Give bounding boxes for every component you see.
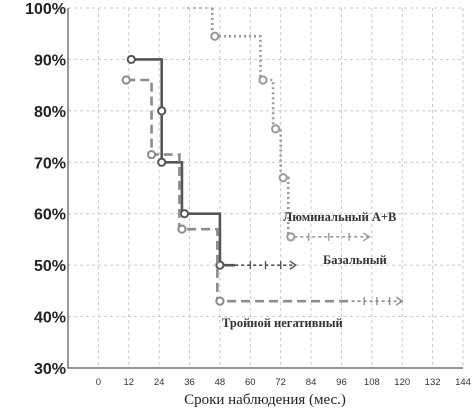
event-marker (177, 224, 187, 234)
y-tick-label: 80% (34, 104, 66, 121)
y-tick-label: 50% (34, 258, 66, 275)
x-tick-label: 120 (394, 377, 410, 388)
series-label-triple-negative: Тройной негативный (222, 316, 343, 330)
tail-arrow (395, 296, 404, 306)
y-tick-label: 30% (34, 361, 66, 378)
x-tick-label: 132 (425, 377, 441, 388)
event-marker (210, 31, 220, 41)
series-label-basal: Базальный (323, 253, 387, 267)
event-marker (278, 173, 288, 183)
event-marker (121, 75, 131, 85)
series-1 (126, 54, 298, 270)
axis-frame (67, 8, 463, 369)
x-tick-label: 48 (215, 377, 226, 388)
tail-arrow (289, 260, 298, 270)
x-tick-label: 36 (184, 377, 195, 388)
grid (68, 7, 464, 369)
x-tick-label: 144 (455, 377, 471, 388)
x-tick-label: 108 (364, 377, 380, 388)
event-marker (271, 124, 281, 134)
x-tick-label: 0 (96, 377, 101, 388)
y-tick-label: 40% (34, 310, 66, 327)
y-tick-label: 90% (34, 52, 66, 69)
event-marker (157, 157, 167, 167)
series-0 (187, 7, 371, 242)
event-marker (146, 149, 157, 160)
series-label-luminal: Люминальный А+В (283, 210, 396, 224)
event-marker (258, 75, 268, 85)
x-tick-label: 72 (275, 377, 286, 388)
y-tick-label: 60% (34, 207, 66, 224)
x-tick-label: 12 (123, 377, 134, 388)
axes (67, 8, 463, 369)
series-line (126, 78, 352, 303)
event-marker (157, 106, 167, 116)
y-tick-label: 100% (25, 1, 66, 18)
event-marker (215, 296, 225, 306)
y-tick-label: 70% (34, 155, 66, 172)
x-tick-label: 24 (154, 377, 165, 388)
x-tick-label: 96 (336, 377, 347, 388)
series (121, 7, 404, 306)
y-tick-labels: 30% 40% 50% 60% 70% 80% 90% 100% (25, 1, 66, 378)
event-marker (126, 54, 136, 65)
x-tick-label: 60 (245, 377, 256, 388)
series-line (128, 58, 236, 267)
x-tick-labels: 0 12 24 36 48 60 72 84 96 108 120 132 144 (96, 377, 471, 388)
x-axis-label: Сроки наблюдения (мес.) (184, 392, 346, 408)
event-marker (179, 209, 190, 219)
tail-arrow (362, 232, 371, 242)
series-2 (121, 75, 404, 306)
event-marker (286, 232, 296, 242)
x-tick-label: 84 (306, 377, 317, 388)
